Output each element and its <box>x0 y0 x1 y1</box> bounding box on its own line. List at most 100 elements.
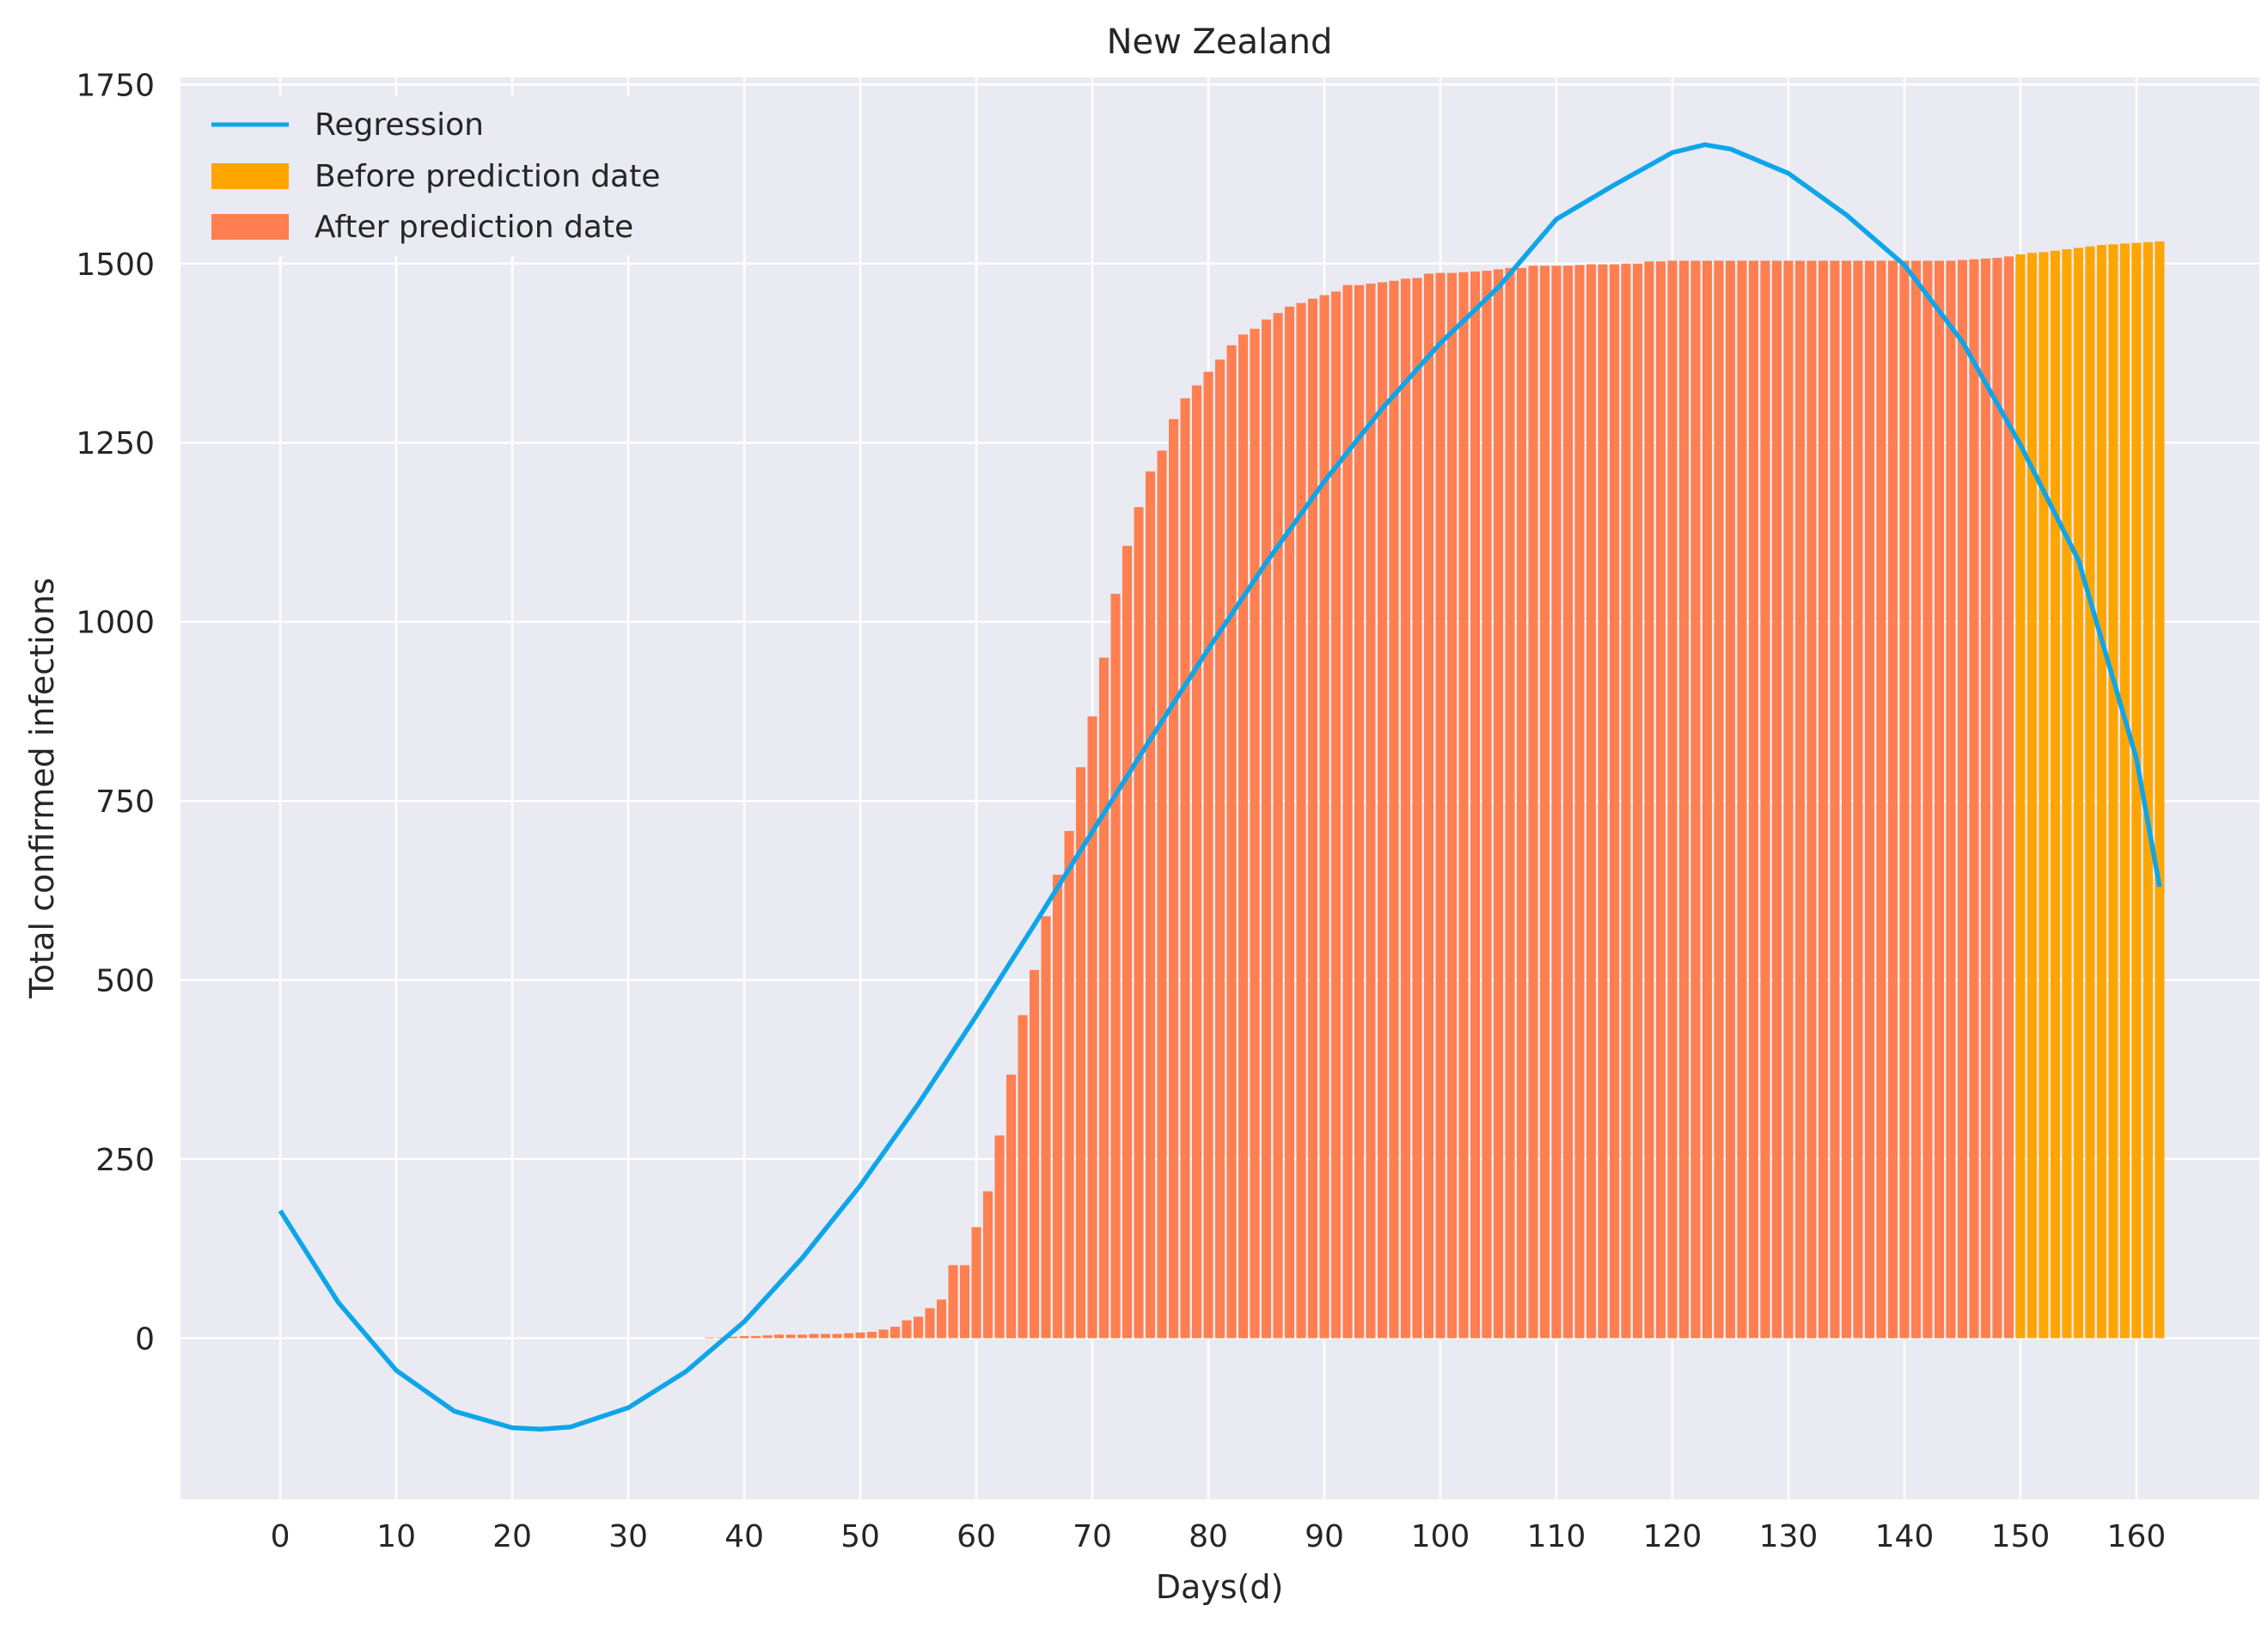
regression-line <box>278 142 2162 1432</box>
bar-after <box>1458 272 1469 1339</box>
bar-after <box>1435 272 1446 1339</box>
bar-after <box>1771 260 1782 1339</box>
bar-after <box>1539 266 1550 1339</box>
x-tick-label: 0 <box>271 1519 290 1554</box>
bars <box>705 241 2165 1339</box>
bar-after <box>1876 260 1886 1339</box>
bar-after <box>971 1227 981 1339</box>
bar-after <box>1702 260 1712 1339</box>
bar-after <box>1923 260 1933 1339</box>
bar-after <box>1087 716 1097 1339</box>
bar-after <box>1806 260 1817 1339</box>
bar-after <box>1957 259 1967 1339</box>
bar-after <box>1134 507 1144 1339</box>
bar-after <box>1238 334 1249 1339</box>
legend-before-label: Before prediction date <box>315 159 660 194</box>
bar-after <box>1366 284 1376 1339</box>
bar-after <box>821 1334 831 1339</box>
bar-after <box>1250 328 1260 1339</box>
bar-after <box>1319 295 1330 1339</box>
bar-after <box>1621 263 1631 1339</box>
bar-after <box>1946 260 1956 1339</box>
bar-after <box>889 1327 901 1339</box>
x-tick-label: 140 <box>1875 1519 1935 1554</box>
bar-after <box>1307 298 1318 1339</box>
y-tick-label: 0 <box>135 1322 155 1357</box>
legend-after-swatch <box>211 214 289 240</box>
x-tick-label: 40 <box>724 1519 764 1554</box>
bar-after <box>1505 267 1515 1339</box>
bar-after <box>1470 271 1481 1339</box>
x-tick-label: 60 <box>957 1519 996 1554</box>
bar-before <box>2108 244 2118 1339</box>
bar-after <box>1910 260 1921 1339</box>
bar-after <box>1180 398 1190 1339</box>
bar-after <box>1075 766 1086 1339</box>
regression-line-group <box>278 142 2162 1432</box>
bar-after <box>1330 291 1342 1339</box>
y-tick-label: 750 <box>95 784 155 820</box>
bar-after <box>902 1320 912 1339</box>
bar-after <box>1261 319 1272 1339</box>
bar-after <box>728 1336 738 1339</box>
bar-after <box>1864 260 1874 1339</box>
bar-before <box>2096 245 2106 1339</box>
bar-after <box>1041 916 1051 1339</box>
bar-after <box>1783 260 1794 1339</box>
bar-after <box>1064 831 1074 1339</box>
bar-after <box>1273 313 1283 1339</box>
bar-after <box>866 1331 877 1339</box>
bar-after <box>1122 546 1133 1339</box>
bar-after <box>1191 385 1202 1339</box>
bar-after <box>1830 260 1840 1339</box>
bar-before <box>2027 253 2037 1339</box>
bar-after <box>1586 264 1596 1339</box>
y-axis-label: Total confirmed infections <box>23 577 61 998</box>
legend-before-swatch <box>211 163 289 189</box>
bar-after <box>925 1308 935 1339</box>
x-tick-label: 10 <box>376 1519 416 1554</box>
x-tick-label: 100 <box>1411 1519 1470 1554</box>
bar-after <box>1690 260 1701 1339</box>
bar-after <box>1018 1015 1028 1339</box>
bar-before <box>2050 250 2060 1339</box>
bar-after <box>1551 266 1562 1339</box>
x-tick-label: 50 <box>841 1519 880 1554</box>
legend-after-label: After prediction date <box>315 210 633 245</box>
bar-after <box>1214 359 1226 1339</box>
y-tick-labels: 0 250 500 750 1000 1250 1500 1750 <box>76 68 155 1357</box>
bar-after <box>705 1337 715 1339</box>
bar-after <box>1969 259 1979 1339</box>
bar-after <box>832 1334 842 1339</box>
bar-after <box>774 1334 785 1339</box>
legend-regression-label: Regression <box>315 107 484 143</box>
bar-after <box>1609 264 1619 1339</box>
bar-after <box>913 1316 924 1339</box>
bar-after <box>1482 271 1492 1339</box>
bar-after <box>1389 280 1399 1339</box>
bar-after <box>948 1265 958 1339</box>
bar-after <box>1737 260 1747 1339</box>
bar-before <box>2143 241 2153 1339</box>
bar-before <box>2015 253 2026 1339</box>
bar-after <box>1887 260 1898 1339</box>
bar-after <box>844 1333 854 1339</box>
bar-after <box>809 1334 819 1339</box>
y-tick-label: 1000 <box>76 606 155 641</box>
x-tick-label: 130 <box>1759 1519 1819 1554</box>
bar-after <box>1516 267 1527 1339</box>
bar-after <box>798 1334 808 1339</box>
bar-after <box>1667 260 1678 1339</box>
y-tick-label: 1500 <box>76 247 155 283</box>
y-tick-label: 500 <box>95 964 155 999</box>
bar-before <box>2062 249 2072 1339</box>
bar-after <box>1168 418 1179 1339</box>
bar-after <box>762 1335 773 1339</box>
bar-after <box>1400 278 1411 1339</box>
bar-after <box>786 1334 796 1339</box>
bar-after <box>1632 263 1642 1339</box>
y-tick-label: 250 <box>95 1143 155 1178</box>
bar-after <box>1992 258 2002 1339</box>
bar-after <box>1157 450 1167 1339</box>
